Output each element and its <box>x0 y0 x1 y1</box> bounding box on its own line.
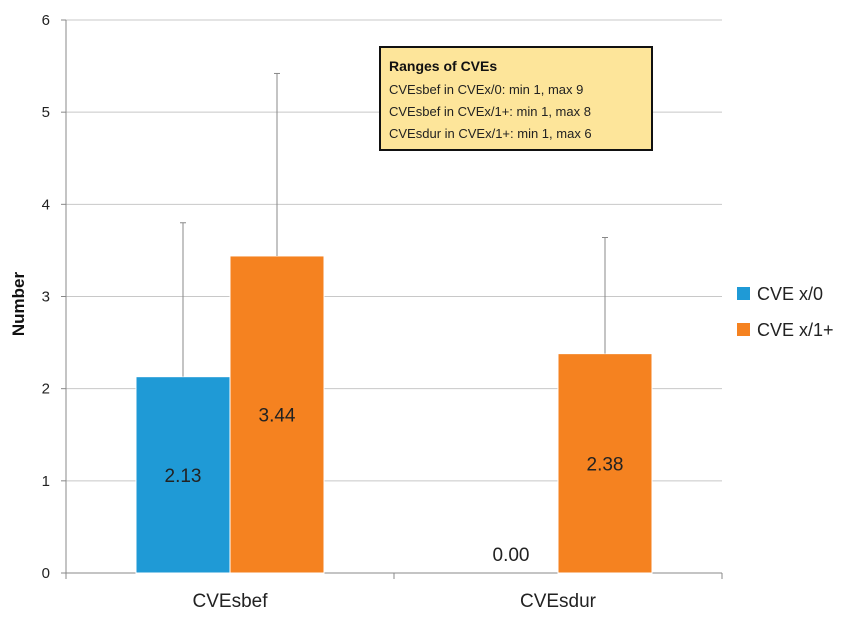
y-tick-label: 2 <box>42 381 50 398</box>
legend-label-cve-x0: CVE x/0 <box>757 284 823 304</box>
y-tick-label: 0 <box>42 565 50 582</box>
annotation-line: CVEsdur in CVEx/1+: min 1, max 6 <box>389 126 592 141</box>
x-tick-label: CVEsdur <box>520 591 597 612</box>
x-tick-label: CVEsbef <box>193 591 269 612</box>
y-tick-label: 4 <box>42 196 50 213</box>
error-bars <box>180 72 608 377</box>
data-label: 3.44 <box>259 405 296 426</box>
data-label: 2.38 <box>587 454 624 475</box>
legend-swatch-cve-x1plus <box>737 323 750 336</box>
y-tick-label: 6 <box>42 12 50 29</box>
bar <box>557 353 653 574</box>
annotation-background <box>379 46 653 151</box>
data-label: 0.00 <box>493 545 530 566</box>
bars <box>135 255 653 574</box>
annotation-box: Ranges of CVEs CVEsbef in CVEx/0: min 1,… <box>379 46 653 151</box>
annotation-title: Ranges of CVEs <box>389 58 497 74</box>
legend: CVE x/0 CVE x/1+ <box>737 284 834 340</box>
data-label: 2.13 <box>165 466 202 487</box>
y-tick-label: 3 <box>42 289 50 306</box>
annotation-line: CVEsbef in CVEx/0: min 1, max 9 <box>389 82 583 97</box>
legend-label-cve-x1plus: CVE x/1+ <box>757 320 834 340</box>
y-tick-label: 1 <box>42 473 50 490</box>
data-labels: 2.13 3.44 0.00 2.38 <box>165 405 624 566</box>
y-tick-label: 5 <box>42 104 50 121</box>
legend-swatch-cve-x0 <box>737 287 750 300</box>
bar <box>135 376 231 574</box>
y-axis-label: Number <box>9 272 28 337</box>
bar <box>229 255 325 574</box>
annotation-line: CVEsbef in CVEx/1+: min 1, max 8 <box>389 104 591 119</box>
